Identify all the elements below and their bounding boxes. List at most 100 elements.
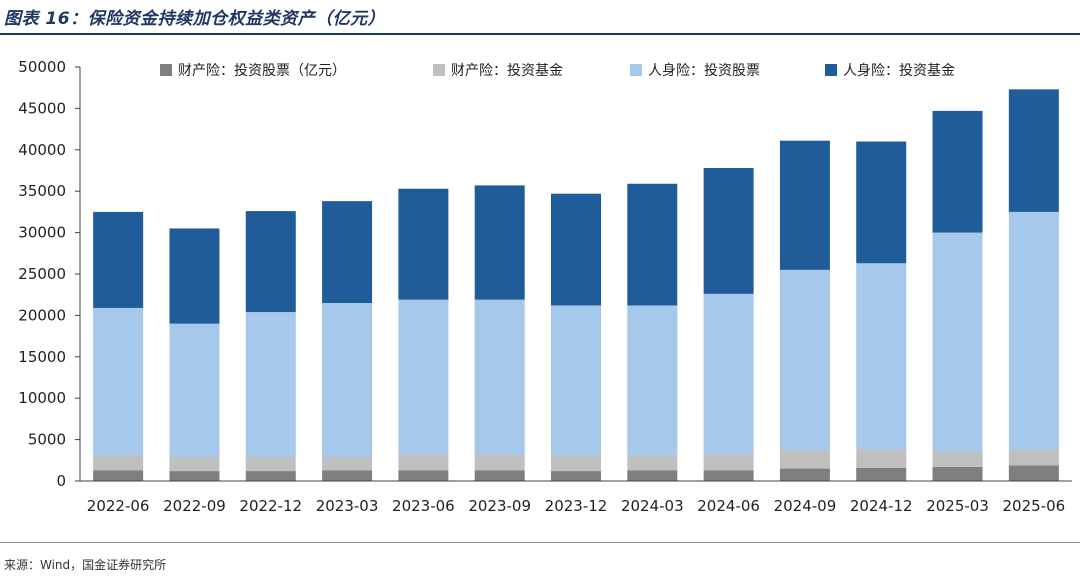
bar-segment-series-4 (551, 193, 601, 306)
y-tick-label: 30000 (18, 224, 66, 242)
bar-segment-series-1 (245, 471, 296, 481)
legend-swatch (160, 64, 172, 76)
x-tick-label: 2023-12 (545, 497, 608, 515)
bar-segment-series-4 (398, 188, 449, 300)
legend-swatch (825, 64, 837, 76)
bar-segment-series-3 (169, 323, 220, 457)
x-axis: 2022-06 2022-09 2022-12 2023-03 2023-06 2023-… (80, 480, 1072, 515)
bar-segment-series-4 (703, 168, 754, 294)
bar-segment-series-3 (551, 305, 601, 456)
x-tick-label: 2024-03 (621, 497, 684, 515)
bar-segment-series-2 (322, 456, 373, 471)
bar-stack (245, 211, 296, 481)
x-tick-label: 2024-12 (850, 497, 913, 515)
bar-segment-series-2 (474, 454, 525, 471)
bar-segment-series-2 (703, 454, 754, 471)
bar-segment-series-2 (245, 456, 296, 472)
legend-item: 人身险：投资基金 (825, 62, 955, 79)
bar-segment-series-2 (1008, 449, 1059, 466)
bar-segment-series-2 (779, 450, 830, 469)
legend-item: 财产险：投资股票（亿元） (160, 63, 346, 79)
bar-segment-series-4 (856, 141, 907, 264)
bar-segment-series-2 (398, 454, 449, 471)
footer-divider (0, 542, 1080, 543)
x-tick-label: 2023-03 (316, 497, 379, 515)
bar-segment-series-2 (856, 449, 907, 468)
y-tick-label: 0 (56, 472, 66, 490)
bar-segment-series-1 (169, 471, 220, 481)
bar-segment-series-4 (1008, 89, 1059, 212)
bar-segment-series-3 (398, 299, 449, 455)
bar-stack (474, 185, 525, 481)
bar-segment-series-2 (93, 455, 144, 471)
bar-stack (398, 188, 449, 481)
legend-swatch (630, 64, 642, 76)
bar-segment-series-1 (703, 470, 754, 481)
x-tick-label: 2025-03 (926, 497, 989, 515)
bar-segment-series-4 (779, 140, 830, 270)
bar-segment-series-4 (93, 211, 144, 308)
source-note: 来源：Wind，国金证券研究所 (4, 558, 167, 572)
bar-segment-series-2 (169, 456, 220, 472)
x-tick-label: 2025-06 (1003, 497, 1066, 515)
bar-segment-series-3 (627, 305, 678, 456)
y-tick-label: 35000 (18, 182, 66, 200)
bar-segment-series-4 (627, 183, 678, 306)
bar-segment-series-2 (627, 455, 678, 471)
bar-segment-series-3 (93, 307, 144, 456)
bar-segment-series-2 (932, 451, 983, 467)
bar-segment-series-1 (1008, 465, 1059, 481)
x-tick-label: 2023-06 (392, 497, 455, 515)
y-tick-label: 20000 (18, 306, 66, 324)
bar-stack (169, 228, 220, 481)
legend-item: 财产险：投资基金 (433, 62, 563, 79)
bar-segment-series-3 (932, 232, 983, 452)
bar-segment-series-1 (322, 470, 373, 481)
bar-segment-series-1 (779, 468, 830, 481)
bar-segment-series-3 (856, 263, 907, 450)
x-tick-label: 2022-12 (239, 497, 302, 515)
bar-segment-series-3 (245, 312, 296, 457)
bar-segment-series-3 (703, 293, 754, 455)
x-tick-label: 2024-09 (774, 497, 837, 515)
y-tick-label: 40000 (18, 141, 66, 159)
bar-segment-series-4 (169, 228, 220, 324)
bar-stack (779, 140, 830, 481)
x-tick-label: 2024-06 (697, 497, 760, 515)
legend-label: 人身险：投资股票 (648, 63, 760, 79)
y-tick-label: 5000 (28, 431, 66, 449)
bar-segment-series-1 (932, 466, 983, 481)
y-axis: 0 5000 10000 15000 20000 25000 30000 35000 40000… (18, 58, 81, 490)
chart-legend: 财产险：投资股票（亿元） 财产险：投资基金 人身险：投资股票 人身险：投资基金 (160, 62, 955, 79)
bar-segment-series-3 (1008, 211, 1059, 450)
bar-segment-series-4 (245, 211, 296, 313)
chart-title: 图表 16：保险资金持续加仓权益类资产（亿元） (4, 9, 386, 29)
bar-segment-series-1 (93, 470, 144, 481)
bar-stack (322, 201, 373, 481)
bar-segment-series-4 (932, 110, 983, 233)
stacked-bar-chart: 财产险：投资股票（亿元） 财产险：投资基金 人身险：投资股票 人身险：投资基金 0 50… (18, 58, 1072, 515)
legend-swatch (433, 64, 445, 76)
legend-item: 人身险：投资股票 (630, 63, 760, 79)
bar-segment-series-3 (322, 302, 373, 457)
y-tick-label: 15000 (18, 348, 66, 366)
bar-stack (627, 183, 678, 481)
legend-label: 财产险：投资股票（亿元） (178, 63, 346, 79)
y-tick-label: 25000 (18, 265, 66, 283)
bar-segment-series-4 (474, 185, 525, 300)
x-tick-label: 2022-06 (87, 497, 150, 515)
bar-segment-series-1 (474, 470, 525, 481)
bar-stack (703, 168, 754, 481)
bar-segment-series-1 (856, 467, 907, 481)
bar-stack (93, 211, 144, 481)
y-tick-label: 10000 (18, 389, 66, 407)
bar-segment-series-1 (627, 470, 678, 481)
x-tick-label: 2022-09 (163, 497, 226, 515)
bar-segment-series-4 (322, 201, 373, 303)
bar-stack (856, 141, 907, 481)
bar-segment-series-2 (551, 455, 601, 472)
y-tick-label: 45000 (18, 99, 66, 117)
legend-label: 人身险：投资基金 (843, 62, 955, 79)
bar-segment-series-3 (474, 299, 525, 455)
y-tick-label: 50000 (18, 58, 66, 76)
